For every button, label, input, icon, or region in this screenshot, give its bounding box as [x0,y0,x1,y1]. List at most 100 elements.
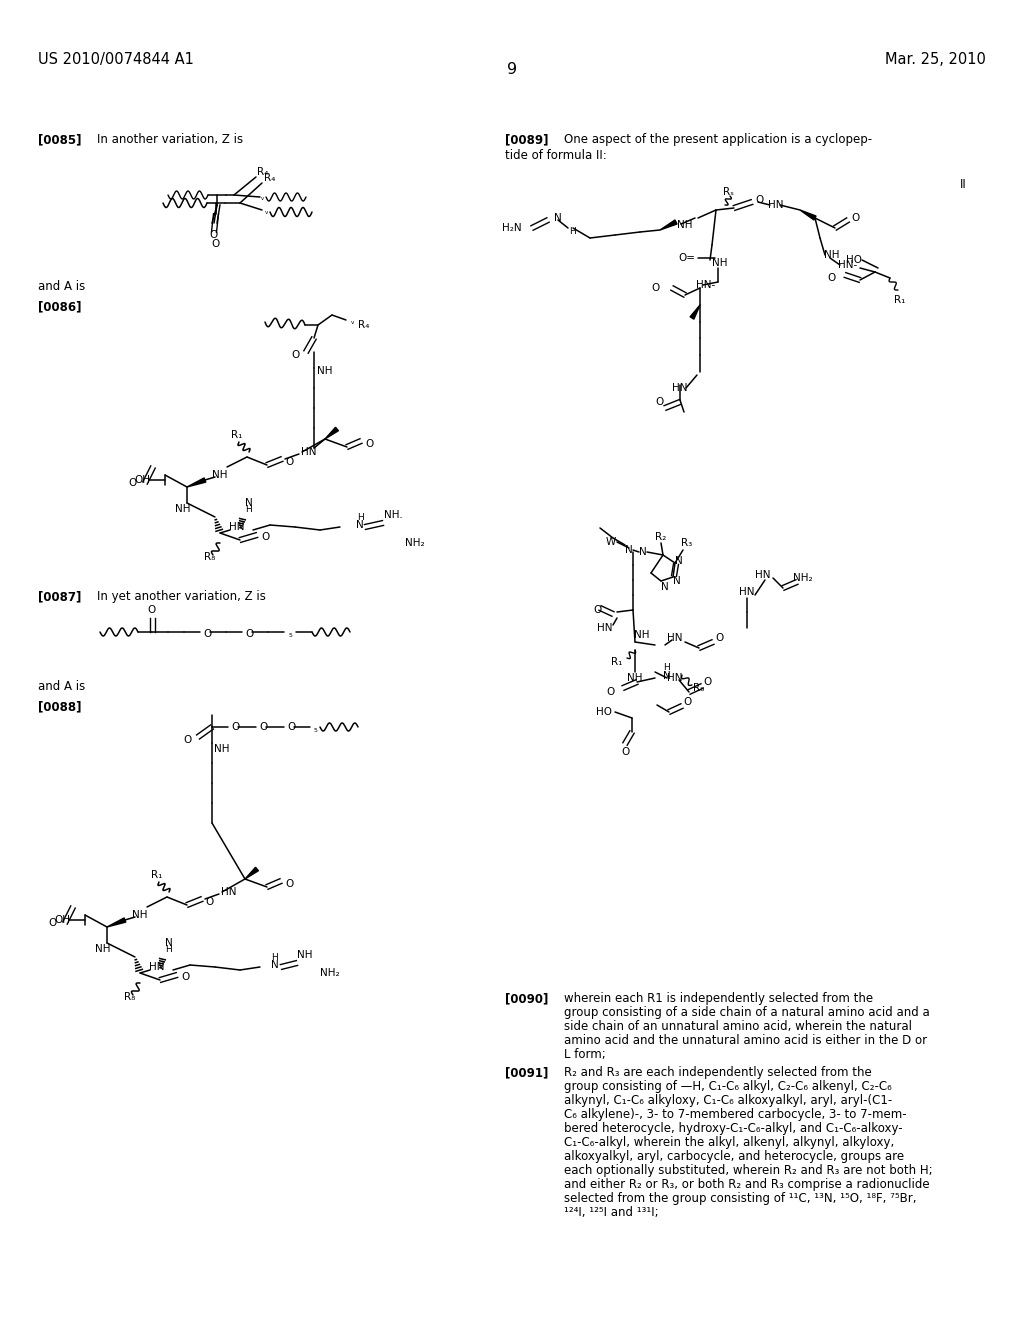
Text: O: O [756,195,764,205]
Text: ᵥ: ᵥ [265,206,269,215]
Text: NH: NH [214,744,229,754]
Text: HN: HN [756,570,771,579]
Text: O: O [246,630,254,639]
Text: side chain of an unnatural amino acid, wherein the natural: side chain of an unnatural amino acid, w… [564,1020,912,1034]
Text: NH: NH [677,220,693,230]
Text: tide of formula II:: tide of formula II: [505,149,607,162]
Text: amino acid and the unnatural amino acid is either in the D or: amino acid and the unnatural amino acid … [564,1034,927,1047]
Text: O: O [210,230,218,240]
Text: O: O [621,747,629,756]
Text: NH: NH [95,944,111,954]
Text: HN: HN [150,962,165,972]
Text: and A is: and A is [38,680,85,693]
Text: O: O [683,697,691,708]
Text: O: O [827,273,836,282]
Text: O: O [651,282,660,293]
Text: O=: O= [678,253,695,263]
Text: II: II [961,178,967,191]
Text: R₁: R₁ [231,430,243,440]
Text: N: N [625,545,633,554]
Text: NH₂: NH₂ [321,968,340,978]
Text: NH₂: NH₂ [406,539,425,548]
Polygon shape [800,210,816,220]
Text: ᵥ: ᵥ [261,194,265,202]
Text: alkynyl, C₁-C₆ alkyloxy, C₁-C₆ alkoxyalkyl, aryl, aryl-(C1-: alkynyl, C₁-C₆ alkyloxy, C₁-C₆ alkoxyalk… [564,1094,892,1107]
Text: HN: HN [768,201,783,210]
Text: O: O [285,457,293,467]
Text: NH: NH [212,470,227,480]
Text: US 2010/0074844 A1: US 2010/0074844 A1 [38,51,194,67]
Text: [0090]: [0090] [505,993,549,1005]
Text: HO: HO [846,255,862,265]
Text: N: N [245,498,253,508]
Text: O: O [49,917,57,928]
Text: wherein each R1 is independently selected from the: wherein each R1 is independently selecte… [564,993,873,1005]
Text: R₃: R₃ [681,539,692,548]
Text: HN: HN [739,587,755,597]
Text: ¹²⁴I, ¹²⁵I and ¹³¹I;: ¹²⁴I, ¹²⁵I and ¹³¹I; [564,1206,658,1218]
Text: O: O [183,735,193,744]
Text: H: H [166,945,172,954]
Text: ₅: ₅ [288,630,292,639]
Text: [0089]: [0089] [505,133,549,147]
Text: [0088]: [0088] [38,700,82,713]
Text: N: N [165,939,173,948]
Polygon shape [660,220,677,230]
Text: HN: HN [221,887,237,898]
Text: O: O [285,879,293,888]
Text: O: O [212,239,220,249]
Text: NH: NH [628,673,643,682]
Polygon shape [690,305,700,319]
Text: N: N [271,960,279,970]
Text: R₂ and R₃ are each independently selected from the: R₂ and R₃ are each independently selecte… [564,1067,871,1078]
Text: O: O [852,213,860,223]
Text: O: O [288,722,296,733]
Text: NH: NH [713,257,728,268]
Text: O: O [181,972,189,982]
Text: O: O [129,478,137,488]
Text: [0085]: [0085] [38,133,82,147]
Text: R₄: R₄ [264,173,275,183]
Text: W: W [606,537,616,546]
Text: ᵥ: ᵥ [351,317,355,326]
Text: C₁-C₆-alkyl, wherein the alkyl, alkenyl, alkynyl, alkyloxy,: C₁-C₆-alkyl, wherein the alkyl, alkenyl,… [564,1137,894,1148]
Text: O: O [593,605,601,615]
Text: bered heterocycle, hydroxy-C₁-C₆-alkyl, and C₁-C₆-alkoxy-: bered heterocycle, hydroxy-C₁-C₆-alkyl, … [564,1122,902,1135]
Text: [0091]: [0091] [505,1067,549,1078]
Text: group consisting of a side chain of a natural amino acid and a: group consisting of a side chain of a na… [564,1006,930,1019]
Text: R₈: R₈ [124,993,135,1002]
Text: group consisting of —H, C₁-C₆ alkyl, C₂-C₆ alkenyl, C₂-C₆: group consisting of —H, C₁-C₆ alkyl, C₂-… [564,1080,892,1093]
Text: O: O [205,898,213,907]
Text: HO: HO [596,708,612,717]
Polygon shape [106,917,126,927]
Text: R₁: R₁ [611,657,623,667]
Text: alkoxyalkyl, aryl, carbocycle, and heterocycle, groups are: alkoxyalkyl, aryl, carbocycle, and heter… [564,1150,904,1163]
Text: O: O [204,630,212,639]
Text: [0086]: [0086] [38,300,82,313]
Text: O: O [702,677,711,686]
Text: H: H [664,664,671,672]
Text: Rₛ: Rₛ [723,187,733,197]
Text: R₁: R₁ [152,870,163,880]
Polygon shape [245,867,258,879]
Text: NH: NH [317,366,333,376]
Text: HN: HN [668,634,683,643]
Text: O: O [607,686,615,697]
Text: O: O [260,722,268,733]
Text: R₄: R₄ [358,319,370,330]
Text: O: O [656,397,665,407]
Text: NH: NH [132,909,147,920]
Text: N: N [675,556,683,566]
Text: One aspect of the present application is a cyclopep-: One aspect of the present application is… [564,133,872,147]
Text: HN: HN [672,383,688,393]
Text: NH: NH [634,630,650,640]
Text: H: H [246,506,252,515]
Text: O: O [365,440,373,449]
Text: O: O [231,722,240,733]
Text: HN: HN [301,447,316,457]
Text: 9: 9 [507,62,517,77]
Text: In another variation, Z is: In another variation, Z is [97,133,243,147]
Text: N: N [664,671,671,681]
Text: R₄: R₄ [257,168,268,177]
Text: HN: HN [668,673,683,682]
